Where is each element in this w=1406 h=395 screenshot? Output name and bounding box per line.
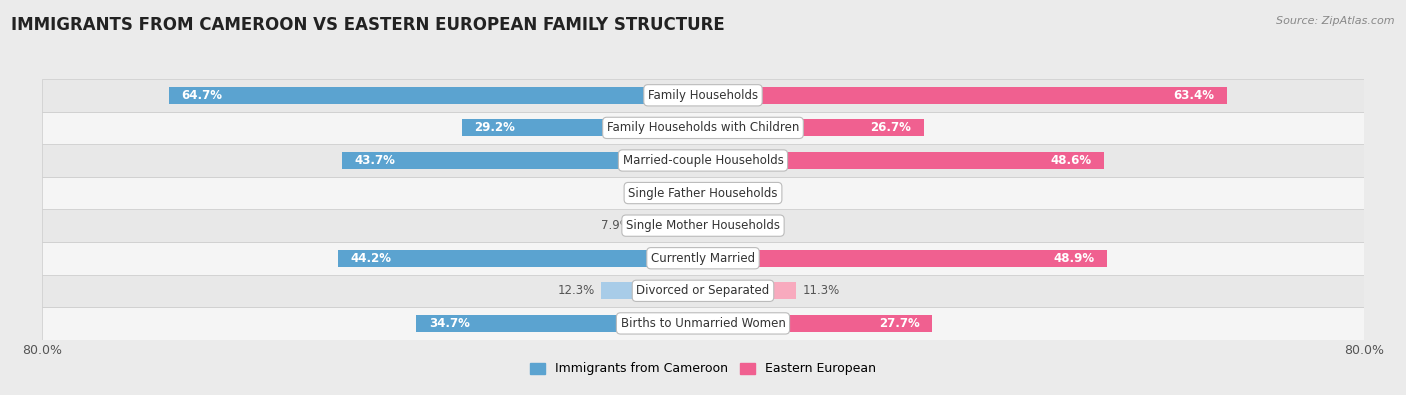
Text: 11.3%: 11.3% bbox=[803, 284, 841, 297]
Bar bbox=[42, 79, 1364, 111]
Bar bbox=[703, 87, 1226, 104]
Text: 7.9%: 7.9% bbox=[602, 219, 631, 232]
Text: 63.4%: 63.4% bbox=[1174, 89, 1215, 102]
Text: 48.9%: 48.9% bbox=[1053, 252, 1094, 265]
Text: IMMIGRANTS FROM CAMEROON VS EASTERN EUROPEAN FAMILY STRUCTURE: IMMIGRANTS FROM CAMEROON VS EASTERN EURO… bbox=[11, 16, 725, 34]
Text: 44.2%: 44.2% bbox=[350, 252, 391, 265]
Bar bbox=[42, 209, 1364, 242]
Text: Family Households with Children: Family Households with Children bbox=[607, 121, 799, 134]
Text: Family Households: Family Households bbox=[648, 89, 758, 102]
Text: Divorced or Separated: Divorced or Separated bbox=[637, 284, 769, 297]
Bar bbox=[703, 119, 924, 136]
Bar bbox=[342, 152, 703, 169]
Bar bbox=[703, 250, 1107, 267]
Legend: Immigrants from Cameroon, Eastern European: Immigrants from Cameroon, Eastern Europe… bbox=[524, 357, 882, 380]
Bar bbox=[703, 184, 720, 201]
Text: Single Mother Households: Single Mother Households bbox=[626, 219, 780, 232]
Text: 48.6%: 48.6% bbox=[1050, 154, 1092, 167]
Text: 43.7%: 43.7% bbox=[354, 154, 395, 167]
Bar bbox=[42, 144, 1364, 177]
Text: Source: ZipAtlas.com: Source: ZipAtlas.com bbox=[1277, 16, 1395, 26]
Text: 29.2%: 29.2% bbox=[474, 121, 515, 134]
Bar bbox=[602, 282, 703, 299]
Text: Married-couple Households: Married-couple Households bbox=[623, 154, 783, 167]
Bar bbox=[337, 250, 703, 267]
Text: 64.7%: 64.7% bbox=[181, 89, 222, 102]
Text: 27.7%: 27.7% bbox=[879, 317, 920, 330]
Bar bbox=[703, 282, 796, 299]
Text: Births to Unmarried Women: Births to Unmarried Women bbox=[620, 317, 786, 330]
Bar bbox=[416, 315, 703, 332]
Bar bbox=[42, 242, 1364, 275]
Bar bbox=[42, 112, 1364, 144]
Text: 2.0%: 2.0% bbox=[725, 186, 756, 199]
Bar bbox=[169, 87, 703, 104]
Text: Currently Married: Currently Married bbox=[651, 252, 755, 265]
Text: 5.2%: 5.2% bbox=[752, 219, 782, 232]
Bar bbox=[42, 307, 1364, 340]
Bar bbox=[461, 119, 703, 136]
Text: 2.5%: 2.5% bbox=[645, 186, 676, 199]
Bar bbox=[703, 152, 1105, 169]
Text: 26.7%: 26.7% bbox=[870, 121, 911, 134]
Bar bbox=[638, 217, 703, 234]
Bar bbox=[682, 184, 703, 201]
Bar bbox=[42, 177, 1364, 209]
Text: 34.7%: 34.7% bbox=[429, 317, 470, 330]
Bar bbox=[703, 217, 747, 234]
Text: 12.3%: 12.3% bbox=[558, 284, 595, 297]
Bar bbox=[42, 275, 1364, 307]
Bar bbox=[703, 315, 932, 332]
Text: Single Father Households: Single Father Households bbox=[628, 186, 778, 199]
